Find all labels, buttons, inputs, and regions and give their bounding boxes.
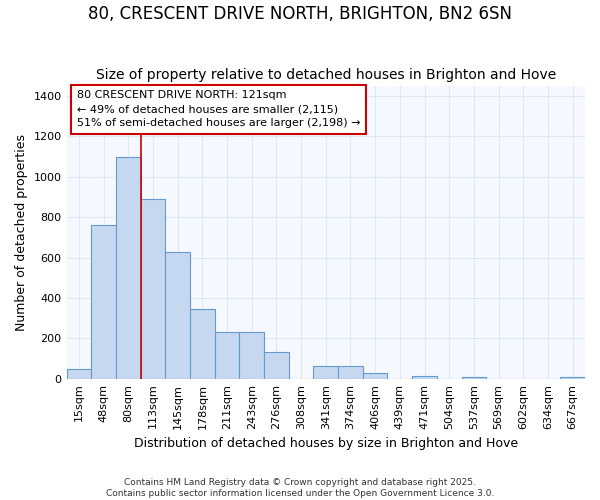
Bar: [67, 368, 91, 379]
Bar: [412, 376, 437, 379]
Bar: [140, 199, 165, 379]
Bar: [165, 252, 190, 379]
Text: 80, CRESCENT DRIVE NORTH, BRIGHTON, BN2 6SN: 80, CRESCENT DRIVE NORTH, BRIGHTON, BN2 …: [88, 5, 512, 23]
Bar: [116, 156, 140, 379]
Y-axis label: Number of detached properties: Number of detached properties: [15, 134, 28, 331]
X-axis label: Distribution of detached houses by size in Brighton and Hove: Distribution of detached houses by size …: [134, 437, 518, 450]
Bar: [190, 308, 215, 379]
Bar: [264, 352, 289, 379]
Title: Size of property relative to detached houses in Brighton and Hove: Size of property relative to detached ho…: [95, 68, 556, 82]
Bar: [313, 366, 338, 379]
Bar: [91, 226, 116, 379]
Bar: [363, 373, 388, 379]
Bar: [338, 366, 363, 379]
Text: Contains HM Land Registry data © Crown copyright and database right 2025.
Contai: Contains HM Land Registry data © Crown c…: [106, 478, 494, 498]
Bar: [461, 377, 486, 379]
Bar: [239, 332, 264, 379]
Bar: [560, 377, 585, 379]
Bar: [215, 332, 239, 379]
Text: 80 CRESCENT DRIVE NORTH: 121sqm
← 49% of detached houses are smaller (2,115)
51%: 80 CRESCENT DRIVE NORTH: 121sqm ← 49% of…: [77, 90, 361, 128]
